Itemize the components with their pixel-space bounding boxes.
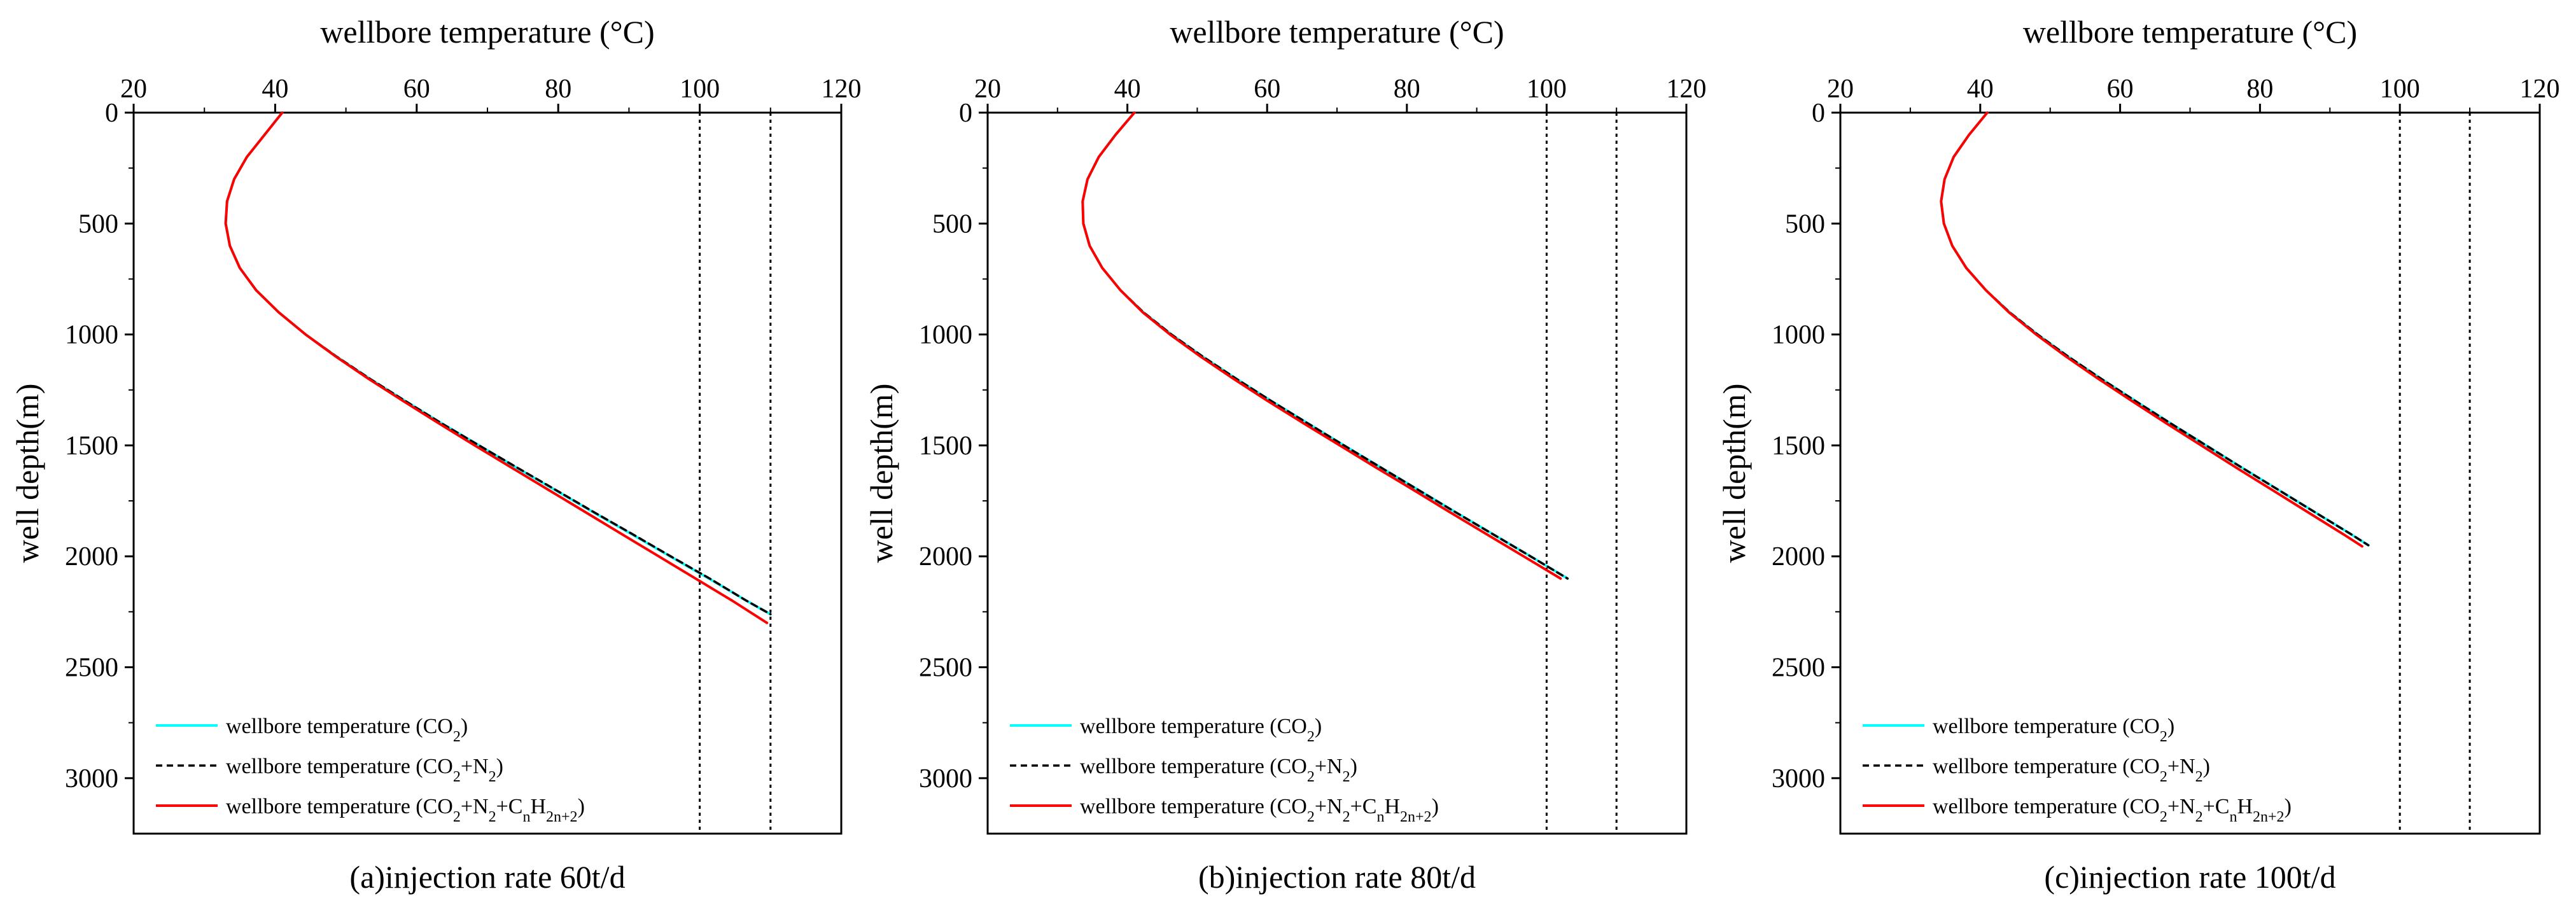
y-tick-label: 2000 [65, 542, 118, 571]
legend-label-co2_n2: wellbore temperature (CO2+N2) [1933, 755, 2210, 785]
x-tick-label: 20 [120, 74, 147, 104]
x-tick-label: 60 [1254, 74, 1280, 104]
series-line-co2 [1081, 111, 1569, 580]
panel-caption: (a)injection rate 60t/d [349, 859, 625, 895]
legend-label-co2_n2: wellbore temperature (CO2+N2) [226, 755, 503, 785]
y-tick-label: 1500 [1772, 431, 1825, 461]
chart-panel-2: 20 40 60 80 100 120 0 500 1000 1500 2000 2500 3000 we… [864, 14, 1707, 895]
y-tick-label: 3000 [919, 764, 972, 794]
y-tick-label: 3000 [1772, 764, 1825, 794]
series-line-co2_n2 [1940, 111, 2370, 547]
legend-label-co2: wellbore temperature (CO2) [1080, 715, 1322, 745]
x-tick-label: 80 [2246, 74, 2273, 104]
y-tick-label: 2500 [919, 654, 972, 683]
series-line-co2_n2_cnh [1940, 111, 2363, 548]
y-tick-label: 0 [1812, 99, 1825, 128]
legend-label-co2: wellbore temperature (CO2) [226, 715, 468, 745]
x-tick-label: 60 [2107, 74, 2134, 104]
x-tick-label: 20 [1827, 74, 1854, 104]
legend-label-co2_n2_cnh: wellbore temperature (CO2+N2+CnH2n+2) [1933, 795, 2292, 825]
series-line-co2_n2 [1081, 111, 1569, 580]
y-tick-label: 2500 [65, 654, 118, 683]
y-tick-label: 500 [78, 209, 118, 239]
x-tick-label: 120 [822, 74, 862, 104]
y-axis-title: well depth(m) [864, 384, 899, 563]
y-tick-label: 1000 [919, 321, 972, 350]
x-tick-label: 100 [2380, 74, 2420, 104]
x-tick-label: 40 [262, 74, 288, 104]
panel-caption: (c)injection rate 100t/d [2044, 859, 2335, 895]
legend-label-co2_n2: wellbore temperature (CO2+N2) [1080, 755, 1357, 785]
x-tick-label: 80 [1394, 74, 1420, 104]
y-axis-title: well depth(m) [1716, 384, 1752, 563]
legend: wellbore temperature (CO2) wellbore tempe… [1010, 715, 1439, 825]
panel-caption: (b)injection rate 80t/d [1198, 859, 1476, 895]
legend-label-co2: wellbore temperature (CO2) [1933, 715, 2174, 745]
x-tick-label: 40 [1114, 74, 1141, 104]
x-tick-label: 120 [1667, 74, 1707, 104]
y-tick-label: 1500 [919, 431, 972, 461]
x-tick-label: 100 [680, 74, 720, 104]
y-tick-label: 2000 [1772, 542, 1825, 571]
y-tick-label: 1500 [65, 431, 118, 461]
x-tick-label: 20 [974, 74, 1001, 104]
series-line-co2 [1940, 111, 2370, 547]
y-tick-label: 500 [932, 209, 972, 239]
y-axis-title: well depth(m) [10, 384, 45, 563]
x-tick-label: 120 [2520, 74, 2560, 104]
x-tick-label: 40 [1967, 74, 1994, 104]
legend: wellbore temperature (CO2) wellbore tempe… [1863, 715, 2292, 825]
y-tick-label: 2500 [1772, 654, 1825, 683]
chart-panel-1: 20 40 60 80 100 120 0 500 1000 1500 2000 2500 3000 we… [10, 14, 862, 895]
legend-label-co2_n2_cnh: wellbore temperature (CO2+N2+CnH2n+2) [1080, 795, 1439, 825]
y-tick-label: 0 [959, 99, 972, 128]
series-line-co2_n2 [224, 111, 772, 615]
chart-panel-3: 20 40 60 80 100 120 0 500 1000 1500 2000 2500 3000 we… [1716, 14, 2560, 895]
legend-label-co2_n2_cnh: wellbore temperature (CO2+N2+CnH2n+2) [226, 795, 585, 825]
y-tick-label: 1000 [65, 321, 118, 350]
series-line-co2_n2_cnh [224, 111, 769, 624]
series-line-co2_n2_cnh [1081, 111, 1562, 580]
legend: wellbore temperature (CO2) wellbore tempe… [156, 715, 585, 825]
x-axis-title: wellbore temperature (°C) [2023, 14, 2357, 50]
y-tick-label: 1000 [1772, 321, 1825, 350]
series-line-co2 [224, 111, 772, 616]
y-tick-label: 3000 [65, 764, 118, 794]
x-axis-title: wellbore temperature (°C) [1170, 14, 1504, 50]
x-tick-label: 80 [545, 74, 571, 104]
y-tick-label: 0 [105, 99, 118, 128]
y-tick-label: 500 [1785, 209, 1825, 239]
x-tick-label: 100 [1527, 74, 1567, 104]
y-tick-label: 2000 [919, 542, 972, 571]
x-tick-label: 60 [403, 74, 430, 104]
x-axis-title: wellbore temperature (°C) [320, 14, 654, 50]
